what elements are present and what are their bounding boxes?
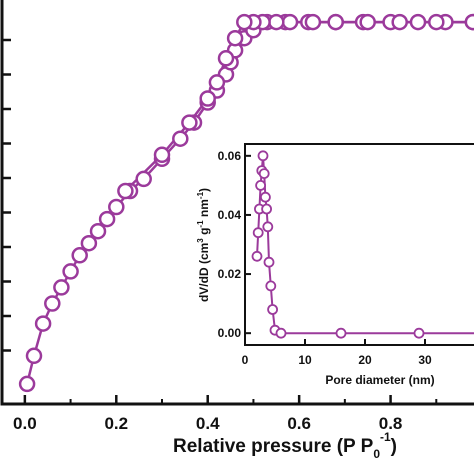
- main-point-0-29: [409, 13, 427, 31]
- inset-point-5: [257, 150, 269, 162]
- main-x-ticks: 0.0 0.2 0.4 0.6 0.8: [13, 395, 438, 433]
- main-y-ticks: [2, 38, 11, 352]
- main-point-1-3: [359, 13, 376, 31]
- main-point-1-14: [199, 90, 216, 107]
- main-point-0-8: [89, 222, 107, 240]
- main-point-1-13: [208, 74, 226, 91]
- inset-x-ticks: 010203040: [242, 339, 432, 367]
- main-point-1-5: [304, 13, 322, 31]
- main-point-0-4: [53, 279, 70, 296]
- inset-point-14: [275, 327, 287, 339]
- main-point-0-14: [172, 130, 189, 147]
- inset-point-11: [265, 280, 277, 292]
- inset-series-points: [251, 150, 425, 339]
- main-chart: 0.0 0.2 0.4 0.6 0.8 Relative pressure (P P0-…: [0, 0, 474, 461]
- inset-point-16: [413, 327, 425, 339]
- main-point-0-6: [71, 247, 88, 264]
- main-plot-frame: [0, 0, 474, 406]
- inset-y-tick-label-3: 0.06: [218, 149, 242, 163]
- inset-x-tick-label-3: 30: [418, 353, 432, 367]
- main-point-1-15: [181, 114, 198, 131]
- main-x-tick-label-0: 0.0: [13, 414, 37, 433]
- main-point-1-12: [217, 50, 235, 67]
- main-point-0-1: [25, 347, 43, 365]
- inset-background: [245, 140, 474, 340]
- main-x-axis-title: Relative pressure (P P0-1): [173, 430, 397, 461]
- inset-y-tick-label-2: 0.04: [218, 208, 242, 222]
- inset-point-8: [261, 203, 273, 215]
- inset-point-3: [255, 179, 267, 191]
- main-x-tick-label-2: 0.4: [196, 414, 220, 433]
- main-point-0-12: [135, 170, 152, 188]
- inset-x-tick-label-1: 10: [298, 353, 312, 367]
- main-point-0-10: [108, 198, 125, 216]
- main-point-0-3: [44, 295, 61, 312]
- inset-point-6: [258, 168, 270, 180]
- inset-chart: 010203040 0.000.020.040.06 Pore diameter…: [196, 140, 474, 387]
- main-point-0-7: [80, 234, 98, 252]
- inset-x-tick-label-2: 20: [358, 353, 372, 367]
- main-point-0-0: [18, 375, 36, 393]
- main-point-0-2: [34, 315, 52, 332]
- main-point-1-17: [117, 182, 134, 200]
- main-x-tick-label-4: 0.8: [379, 414, 403, 433]
- inset-y-tick-label-0: 0.00: [218, 326, 242, 340]
- main-point-1-16: [153, 146, 171, 164]
- inset-x-tick-label-0: 0: [242, 353, 249, 367]
- inset-x-axis-title: Pore diameter (nm): [325, 373, 434, 387]
- main-point-1-4: [327, 13, 344, 31]
- inset-y-axis-title: dV/dD (cm3 g-1 nm-1): [196, 188, 211, 302]
- inset-y-ticks: 0.00 0.02 0.04 0.06: [218, 149, 251, 340]
- inset-point-9: [262, 221, 274, 233]
- main-point-1-2: [391, 13, 408, 31]
- main-point-1-10: [236, 13, 253, 31]
- main-x-tick-label-1: 0.2: [104, 414, 128, 433]
- inset-y-tick-label-1: 0.02: [218, 267, 242, 281]
- main-point-1-7: [268, 13, 285, 31]
- inset-point-1: [252, 227, 264, 239]
- main-point-1-0: [464, 13, 474, 31]
- inset-point-7: [259, 191, 271, 203]
- main-series-points: [18, 13, 474, 393]
- main-point-1-1: [428, 13, 445, 31]
- main-point-0-9: [98, 210, 116, 228]
- inset-point-15: [335, 327, 347, 339]
- main-point-1-11: [226, 29, 244, 47]
- inset-point-0: [251, 250, 263, 262]
- main-x-tick-label-3: 0.6: [287, 414, 311, 433]
- main-point-1-6: [281, 13, 299, 31]
- inset-point-10: [263, 256, 275, 268]
- inset-point-12: [267, 304, 279, 315]
- main-point-0-5: [62, 263, 79, 280]
